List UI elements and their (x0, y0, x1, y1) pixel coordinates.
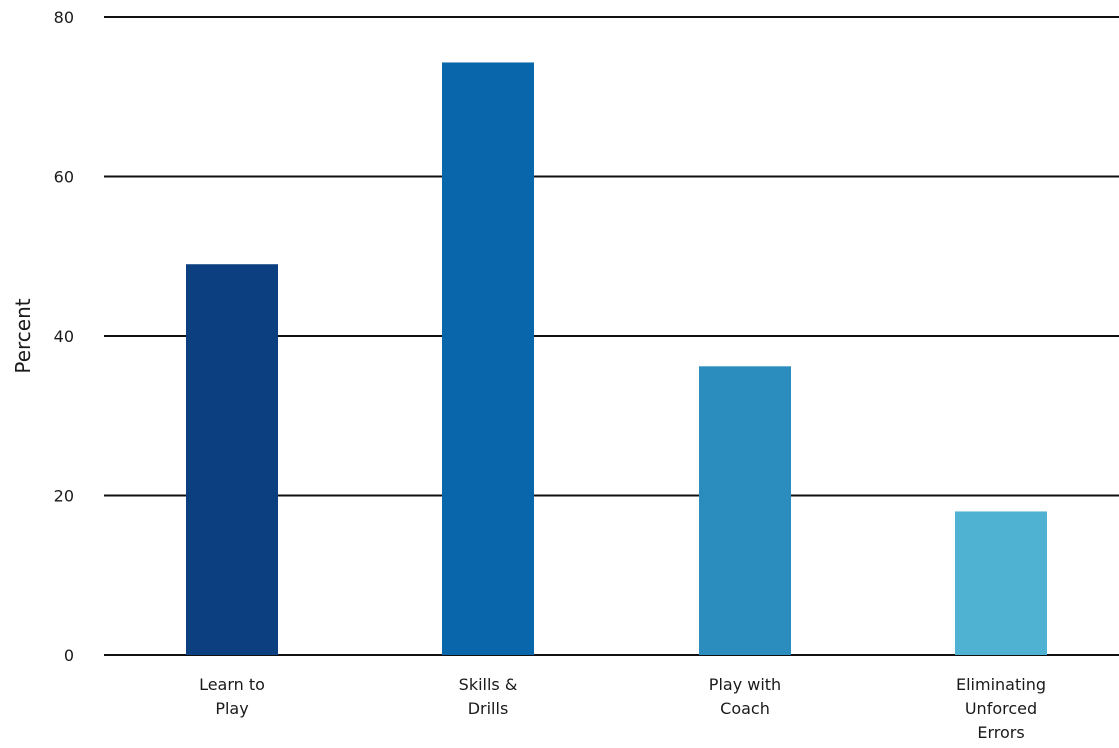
y-tick-labels: 0 20 40 60 80 (54, 8, 74, 665)
x-category-label-line: Unforced (965, 699, 1037, 718)
bar-4 (955, 511, 1047, 655)
bar-2 (442, 62, 534, 655)
bars (186, 62, 1047, 655)
x-category-label-4: Eliminating Unforced Errors (956, 675, 1046, 742)
x-category-labels: Learn to Play Skills & Drills Play with Coach… (199, 675, 1046, 742)
x-category-label-line: Play with (709, 675, 781, 694)
y-axis-title: Percent (11, 298, 35, 373)
x-category-label-line: Errors (977, 723, 1024, 742)
x-category-label-line: Skills & (459, 675, 518, 694)
y-tick-label-40: 40 (54, 327, 74, 346)
x-category-label-line: Play (215, 699, 248, 718)
x-category-label-1: Learn to Play (199, 675, 265, 718)
x-category-label-line: Drills (468, 699, 509, 718)
bar-1 (186, 264, 278, 655)
x-category-label-line: Eliminating (956, 675, 1046, 694)
y-tick-label-20: 20 (54, 487, 74, 506)
x-category-label-line: Coach (720, 699, 770, 718)
bar-3 (699, 366, 791, 655)
x-category-label-3: Play with Coach (709, 675, 781, 718)
y-tick-label-0: 0 (64, 646, 74, 665)
x-category-label-2: Skills & Drills (459, 675, 518, 718)
y-tick-label-60: 60 (54, 168, 74, 187)
y-tick-label-80: 80 (54, 8, 74, 27)
x-category-label-line: Learn to (199, 675, 265, 694)
